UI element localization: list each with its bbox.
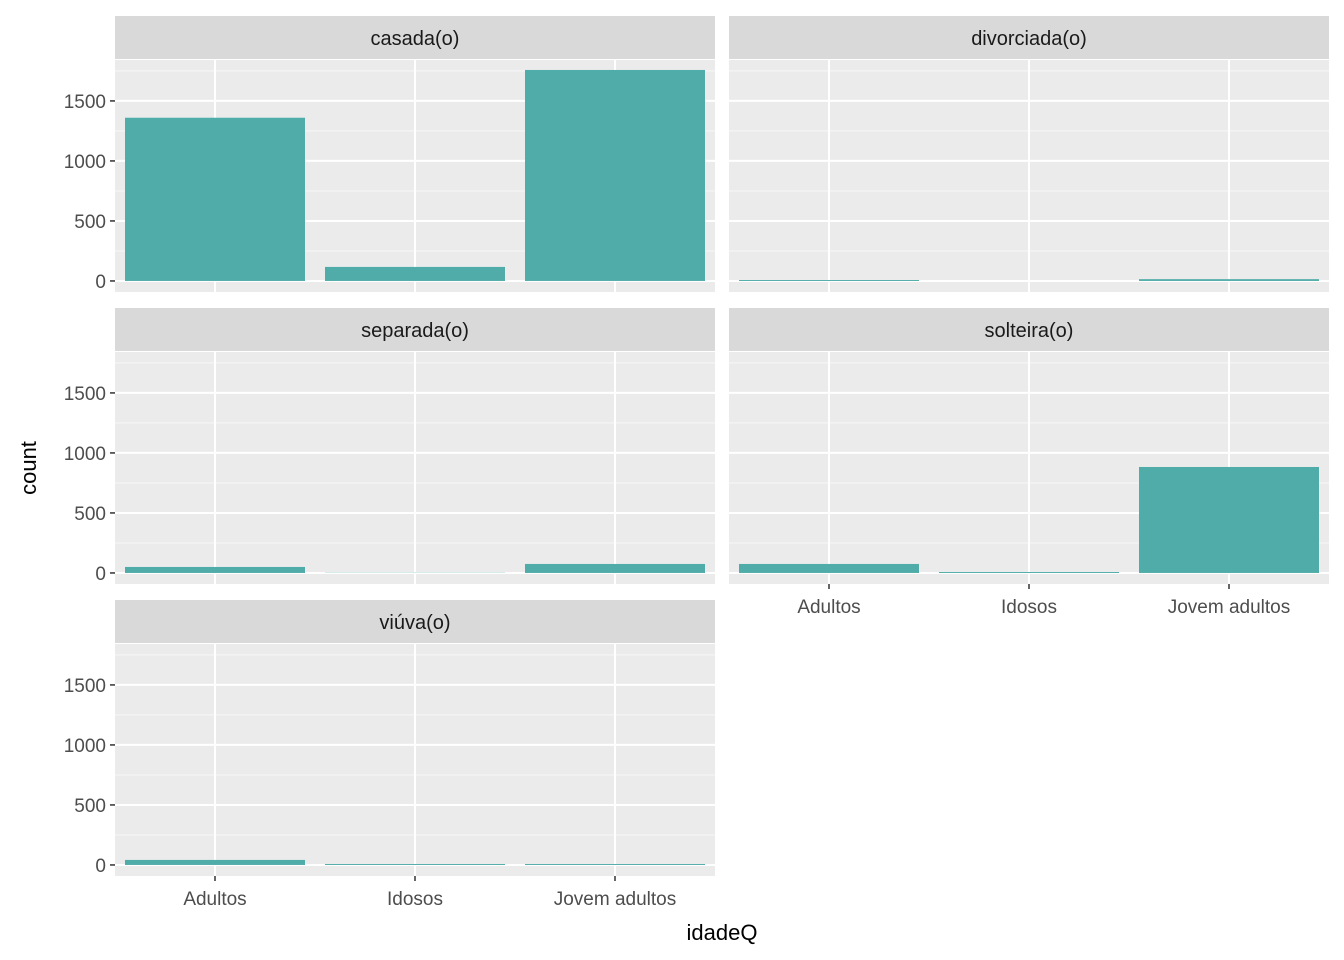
y-tick-label: 500	[74, 796, 106, 817]
y-axis-title: count	[16, 441, 41, 495]
bar	[739, 563, 919, 573]
x-tick-label: Idosos	[1001, 597, 1057, 618]
bar	[125, 117, 305, 281]
x-tick-label: Jovem adultos	[554, 889, 677, 910]
facet-strip	[115, 16, 715, 59]
bar	[325, 266, 505, 281]
facet-strip-label: viúva(o)	[379, 612, 450, 634]
facet-strip-label: divorciada(o)	[971, 28, 1087, 50]
bar	[125, 859, 305, 865]
bar	[739, 279, 919, 281]
x-tick-label: Adultos	[183, 889, 246, 910]
y-tick-label: 0	[95, 564, 106, 585]
y-tick-label: 1000	[64, 444, 106, 465]
x-tick-label: Idosos	[387, 889, 443, 910]
y-tick-label: 0	[95, 856, 106, 877]
bar	[939, 571, 1119, 573]
facet-strip	[729, 16, 1329, 59]
bar	[525, 69, 705, 281]
bar	[525, 563, 705, 573]
facet-strip	[115, 600, 715, 643]
bar	[125, 566, 305, 573]
y-tick-label: 0	[95, 272, 106, 293]
bar	[525, 863, 705, 865]
x-axis-title: idadeQ	[687, 920, 758, 945]
facet-strip	[729, 308, 1329, 351]
x-tick-label: Jovem adultos	[1168, 597, 1291, 618]
facet-strip-label: casada(o)	[371, 28, 460, 50]
y-tick-label: 500	[74, 212, 106, 233]
facet-strip-label: solteira(o)	[985, 320, 1074, 342]
bar	[1139, 279, 1319, 281]
facet-strip-label: separada(o)	[361, 320, 469, 342]
y-tick-label: 1500	[64, 676, 106, 697]
y-tick-label: 1000	[64, 736, 106, 757]
y-tick-label: 1000	[64, 152, 106, 173]
bar	[325, 863, 505, 865]
y-tick-label: 1500	[64, 384, 106, 405]
y-tick-label: 500	[74, 504, 106, 525]
facet-strip	[115, 308, 715, 351]
y-tick-label: 1500	[64, 92, 106, 113]
bar	[1139, 466, 1319, 573]
x-tick-label: Adultos	[797, 597, 860, 618]
